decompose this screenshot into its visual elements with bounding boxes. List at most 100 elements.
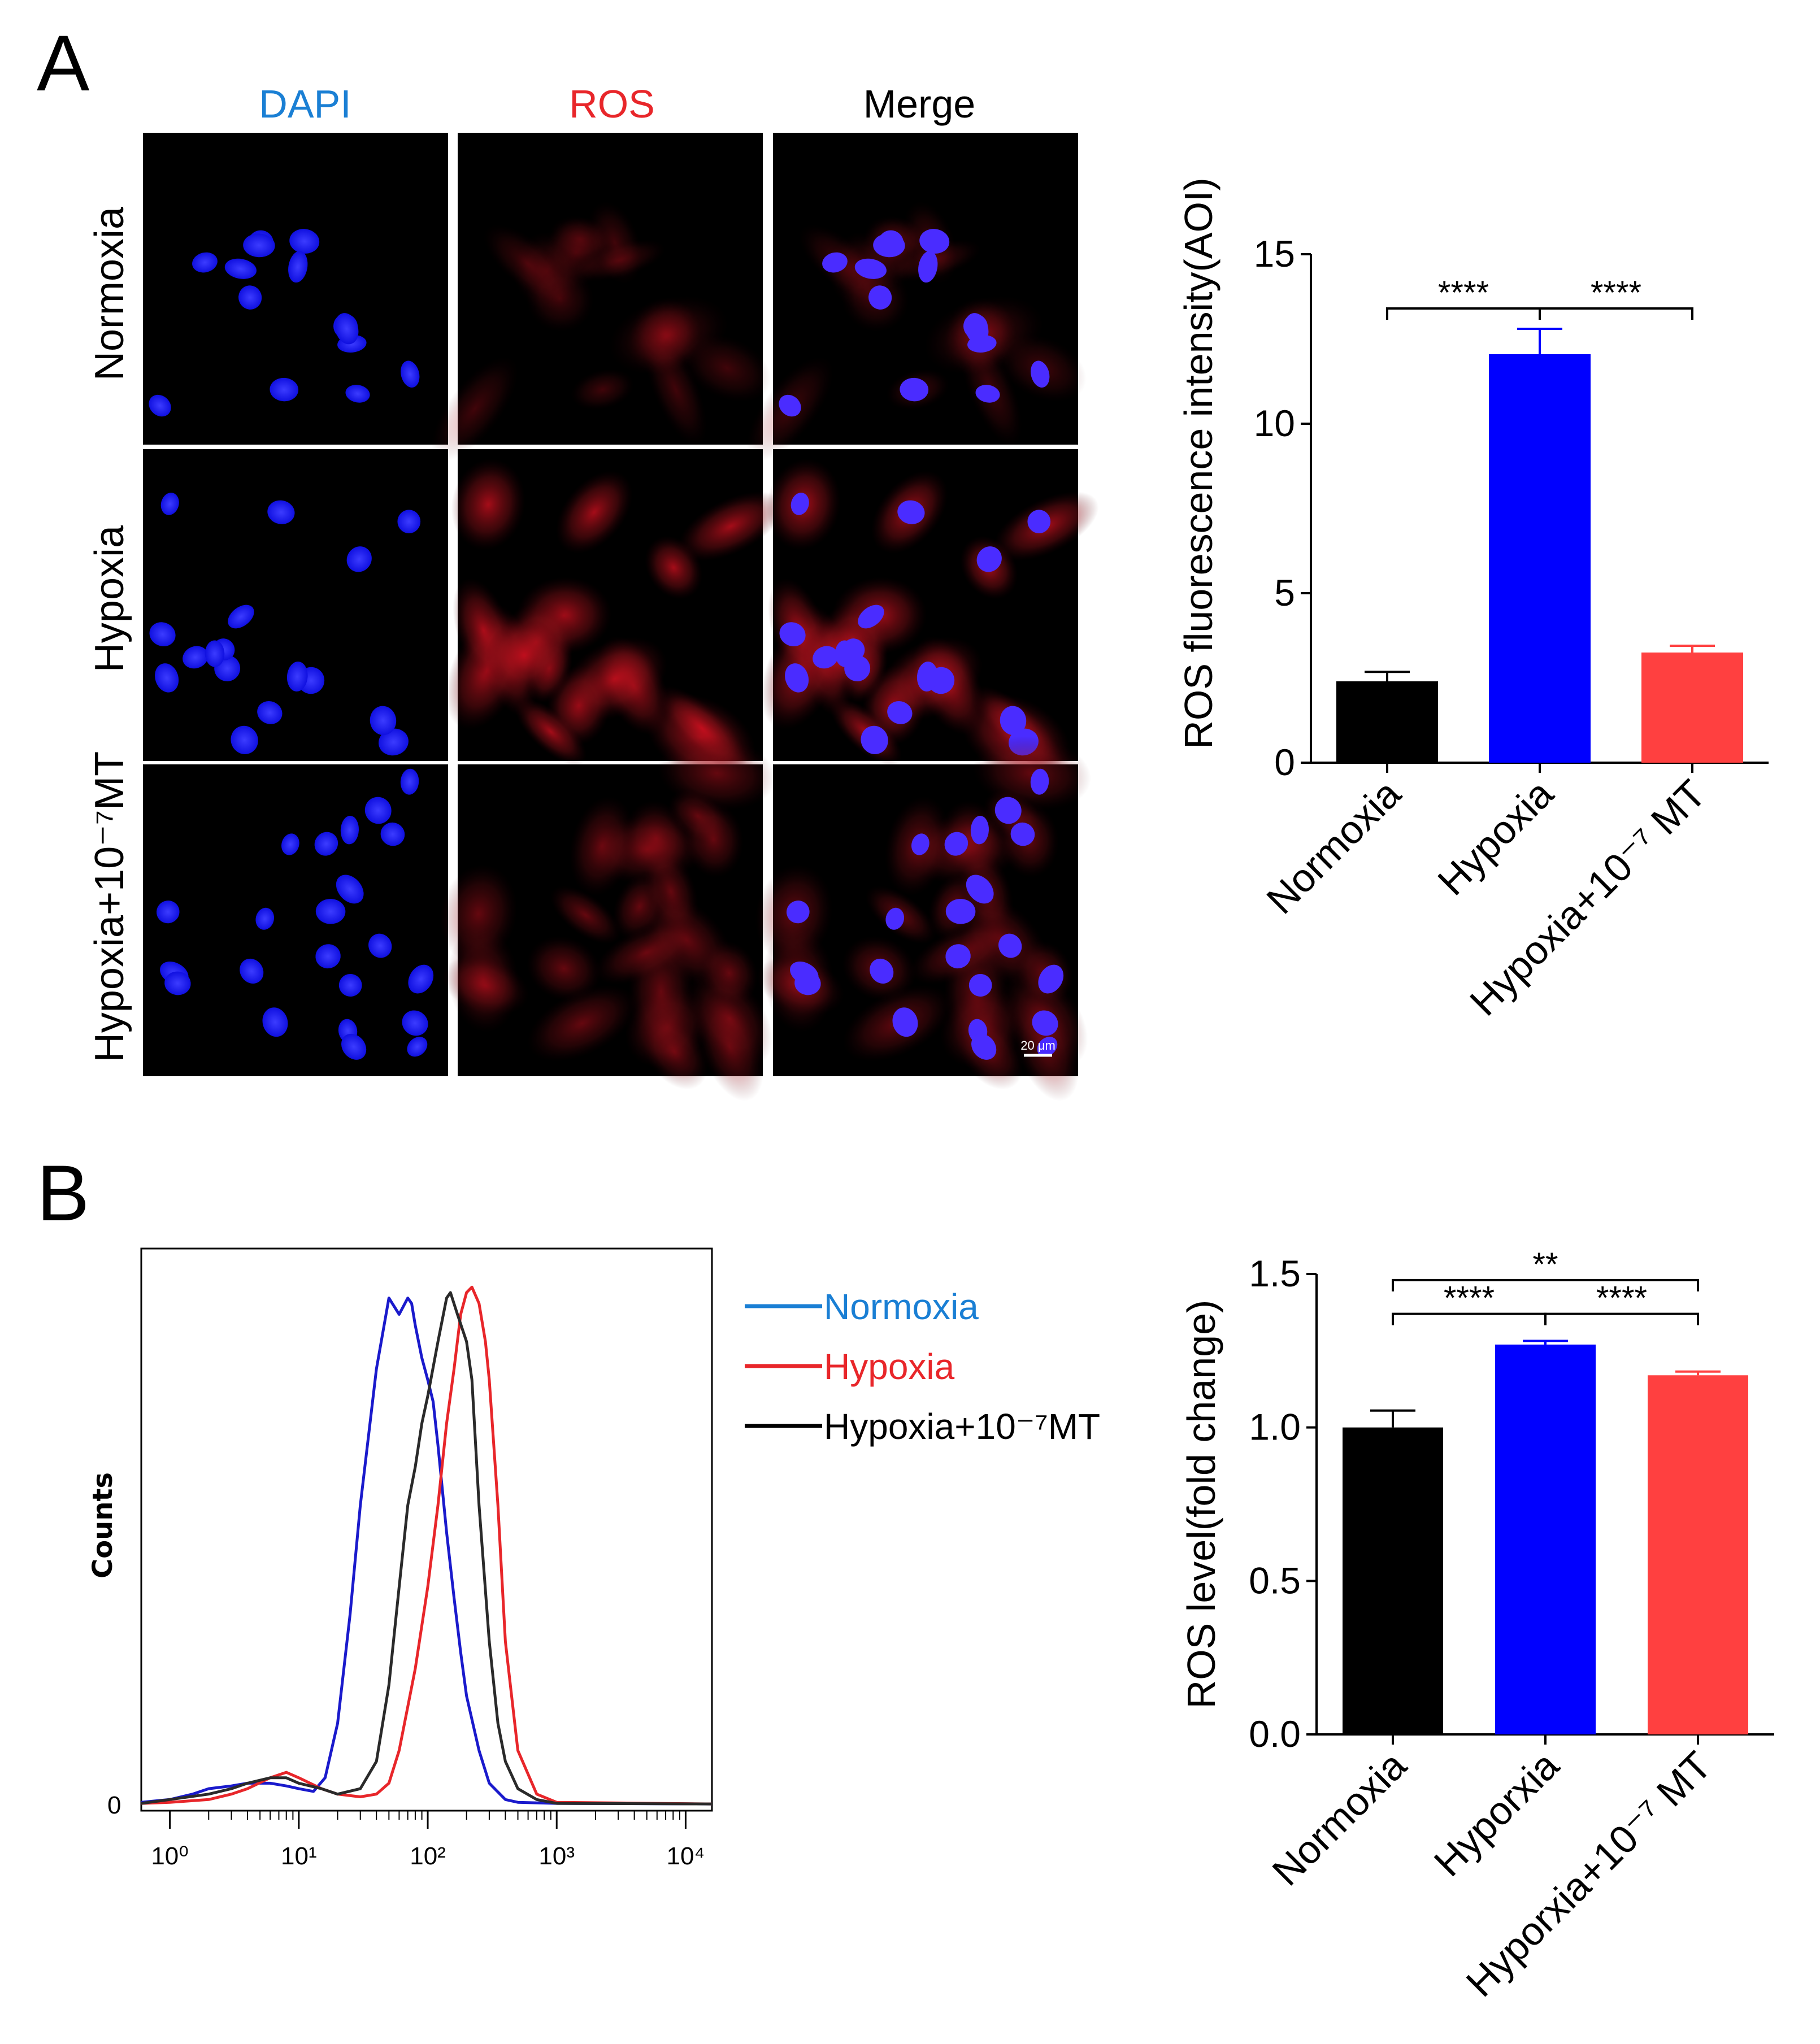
ros-signal [571, 369, 634, 410]
nucleus [149, 394, 171, 417]
micrograph-hypoxia-mt-merge [755, 736, 1092, 1102]
nucleus [380, 822, 405, 846]
column-header-merge: Merge [863, 82, 975, 126]
nucleus [998, 933, 1022, 958]
bar-chart-a: 0 5 10 15 ROS fluorescence intensity(AOI) Nor… [1176, 177, 1769, 1024]
nucleus [1038, 964, 1064, 994]
micrograph-background [143, 133, 448, 445]
x-category-label: Normoxia [1258, 771, 1409, 922]
y-tick-label: 10 [1254, 402, 1295, 444]
ros-signal [569, 796, 635, 896]
nucleus [338, 973, 362, 997]
nucleus [785, 663, 809, 693]
nucleus [192, 252, 218, 273]
nucleus [397, 510, 421, 533]
ros-signal [562, 637, 667, 721]
nucleus [370, 706, 397, 736]
row-label-hypoxia-mt: Hypoxia+10⁻⁷MT [87, 751, 132, 1062]
y-tick-label: 1.5 [1249, 1253, 1301, 1294]
nucleus [970, 815, 989, 845]
bar [1648, 1375, 1748, 1734]
legend-label-normoxia: Normoxia [824, 1286, 979, 1327]
nucleus [813, 646, 839, 669]
y-tick-label: 1.0 [1249, 1406, 1301, 1448]
nucleus [835, 640, 855, 667]
bar-chart-b: 0.0 0.5 1.0 1.5 ROS level(fold change) Normox… [1179, 1246, 1774, 2005]
significance-label: ** [1532, 1246, 1558, 1283]
y-tick-label: 15 [1254, 233, 1295, 275]
significance-bracket [1544, 1312, 1699, 1325]
nucleus [164, 971, 191, 995]
nucleus [340, 815, 359, 845]
nucleus [854, 258, 887, 279]
ros-signal [485, 617, 563, 693]
flow-x-tick-label: 10² [410, 1842, 446, 1870]
legend-label-hypoxia-mt: Hypoxia+10⁻⁷MT [824, 1406, 1100, 1447]
nucleus [267, 500, 295, 524]
nucleus [286, 662, 308, 692]
nucleus [231, 725, 258, 754]
nucleus [156, 901, 180, 924]
panel-a-letter: A [37, 19, 90, 107]
ros-signal [678, 491, 784, 562]
nucleus [228, 604, 254, 629]
flow-series-hypoxia [141, 1285, 712, 1806]
nucleus [892, 1007, 918, 1037]
nucleus [897, 500, 925, 524]
nucleus [341, 1033, 367, 1060]
nucleus [1031, 360, 1050, 388]
nucleus [224, 258, 257, 279]
nucleus [243, 233, 275, 258]
micrograph-background [143, 449, 448, 761]
nucleus [945, 944, 971, 969]
ros-signal [701, 941, 758, 1006]
flow-histogram: 10⁰ 10¹ 10² 10³ 10⁴ Counts 0 [87, 1247, 713, 1870]
significance-bracket [1392, 1278, 1699, 1291]
nucleus [289, 229, 320, 254]
nucleus [1030, 768, 1049, 795]
nucleus [1032, 1010, 1058, 1036]
flow-legend: Normoxia Hypoxia Hypoxia+10⁻⁷MT [745, 1286, 1100, 1447]
ros-signal [644, 332, 707, 446]
ros-signal [440, 864, 518, 963]
y-tick-label: 0 [1274, 741, 1295, 783]
nucleus [794, 971, 821, 995]
nucleus [965, 313, 989, 345]
significance-label: **** [1438, 275, 1489, 311]
nucleus [1027, 510, 1051, 533]
ros-signal [442, 956, 529, 1015]
row-label-normoxia: Normoxia [87, 206, 132, 381]
bar [1336, 681, 1438, 763]
nucleus [966, 875, 994, 904]
x-category-label: Hypoxia [1430, 771, 1562, 903]
nucleus [345, 385, 370, 403]
nucleus [183, 646, 209, 669]
ros-signal [594, 920, 698, 985]
significance-bracket [1539, 307, 1693, 320]
ros-signal [431, 356, 519, 462]
nucleus [945, 898, 976, 924]
column-header-ros: ROS [569, 82, 655, 126]
flow-plot-frame [140, 1247, 713, 1812]
micrograph-normoxia-merge [746, 133, 1087, 462]
nucleus [822, 252, 848, 273]
nucleus [779, 622, 806, 647]
nucleus [994, 797, 1022, 824]
y-axis-label: ROS fluorescence intensity(AOI) [1176, 177, 1220, 749]
nucleus [944, 832, 968, 856]
x-category-label: Hyporxia [1426, 1743, 1567, 1885]
nucleus [205, 640, 225, 667]
ros-signal [684, 801, 744, 878]
nucleus [779, 394, 801, 417]
flow-series-hypoxia-mt [141, 1291, 712, 1806]
bar [1489, 354, 1591, 763]
nucleus [238, 285, 262, 310]
ros-signal [555, 471, 633, 554]
nucleus [975, 385, 1000, 403]
y-tick-label: 0.5 [1249, 1559, 1301, 1601]
nucleus [160, 493, 179, 515]
nucleus [315, 898, 346, 924]
micrograph-normoxia-dapi [143, 133, 448, 445]
nucleus [270, 377, 299, 402]
